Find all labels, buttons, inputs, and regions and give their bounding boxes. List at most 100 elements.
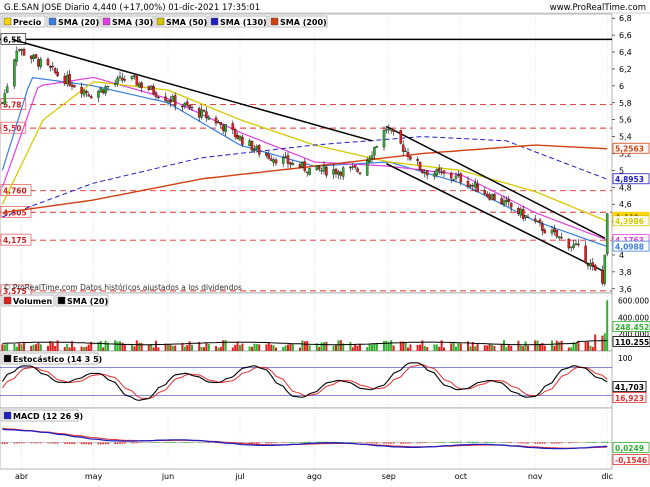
volume-bar [299, 348, 301, 351]
volume-bar [232, 347, 234, 351]
volume-bar [522, 346, 524, 351]
macd-histogram-bar [23, 443, 25, 444]
candle-body [544, 230, 546, 233]
candle-body [484, 190, 486, 194]
level-label: 5,50 [3, 124, 22, 133]
candle-body [366, 161, 368, 176]
macd-histogram-bar [153, 442, 155, 443]
y-tick-label: 6,6 [619, 31, 632, 40]
candle-body [232, 123, 234, 129]
candle-body [253, 149, 255, 151]
volume-bar [100, 341, 102, 351]
candle-body [105, 87, 107, 94]
volume-bar [287, 344, 289, 351]
macd-histogram-bar [98, 443, 100, 445]
volume-bar [486, 346, 488, 351]
macd-histogram-bar [302, 442, 304, 443]
candle-body [37, 59, 39, 66]
candle-body [181, 106, 183, 107]
volume-bar [436, 344, 438, 351]
candle-body [409, 157, 411, 160]
candle-body [383, 130, 385, 147]
y-tick-label: 6,8 [619, 14, 632, 23]
candle-body [57, 72, 59, 76]
candle-body [215, 118, 217, 123]
legend-volume-sma: SMA (20) [67, 297, 108, 306]
candle-body [489, 195, 491, 200]
candle-body [225, 124, 227, 131]
volume-bar [419, 345, 421, 351]
macd-histogram-bar [275, 443, 277, 444]
candle-body [556, 230, 558, 237]
candle-body [585, 246, 587, 263]
volume-bar [256, 344, 258, 351]
candle-body [573, 245, 575, 248]
candle-body [287, 155, 289, 163]
macd-histogram-bar [590, 442, 592, 443]
macd-histogram-bar [136, 443, 138, 444]
candle-body [186, 102, 188, 105]
macd-histogram-bar [81, 443, 83, 445]
candle-body [172, 96, 174, 101]
macd-histogram-bar [6, 443, 8, 444]
volume-bar [443, 347, 445, 351]
macd-histogram-bar [83, 443, 85, 445]
macd-histogram-bar [40, 443, 42, 444]
level-label: 4,175 [3, 236, 27, 245]
volume-bar [292, 344, 294, 351]
candle-body [304, 162, 306, 171]
macd-histogram-bar [114, 443, 116, 445]
macd-histogram-bar [510, 443, 512, 444]
candle-body [6, 87, 8, 93]
macd-histogram-bar [453, 442, 455, 443]
macd-histogram-bar [30, 443, 32, 444]
volume-bar [337, 340, 339, 351]
candle-body [237, 135, 239, 138]
site-link[interactable]: www.ProRealTime.com [550, 3, 646, 13]
candle-body [138, 83, 140, 87]
macd-histogram-bar [165, 442, 167, 443]
volume-bar [304, 341, 306, 351]
value-label: 5,2563 [615, 145, 644, 154]
volume-bar [155, 341, 157, 351]
volume-bar [268, 342, 270, 351]
candle-body [601, 270, 603, 283]
macd-histogram-bar [558, 443, 560, 444]
volume-bar [405, 342, 407, 351]
volume-bar [525, 341, 527, 351]
macd-histogram-bar [561, 443, 563, 444]
candle-body [385, 130, 387, 131]
candle-body [491, 194, 493, 199]
macd-histogram-bar [402, 443, 404, 444]
candle-body [265, 153, 267, 155]
macd-histogram-bar [69, 443, 71, 444]
volume-bar [570, 347, 572, 351]
candle-body [508, 199, 510, 202]
volume-bar [318, 347, 320, 351]
candle-body [349, 167, 351, 168]
volume-bar [47, 346, 49, 351]
volume-bar [390, 340, 392, 351]
volume-bar [306, 341, 308, 351]
volume-bar [438, 347, 440, 351]
macd-histogram-bar [14, 443, 16, 444]
volume-bar [174, 346, 176, 351]
candle-body [136, 76, 138, 85]
volume-bar [457, 343, 459, 351]
x-tick-label: may [85, 472, 103, 481]
macd-histogram-bar [554, 443, 556, 444]
macd-histogram-bar [122, 443, 124, 444]
volume-bar [349, 342, 351, 351]
candle-body [282, 158, 284, 164]
candle-body [486, 194, 488, 196]
macd-histogram-bar [441, 442, 443, 443]
candle-body [234, 129, 236, 137]
macd-histogram-bar [410, 443, 412, 444]
volume-bar [136, 340, 138, 351]
candle-body [73, 85, 75, 87]
macd-histogram-bar [386, 443, 388, 444]
volume-bar [203, 347, 205, 351]
volume-bar [205, 343, 207, 351]
legend-sma20: SMA (20) [58, 18, 99, 27]
